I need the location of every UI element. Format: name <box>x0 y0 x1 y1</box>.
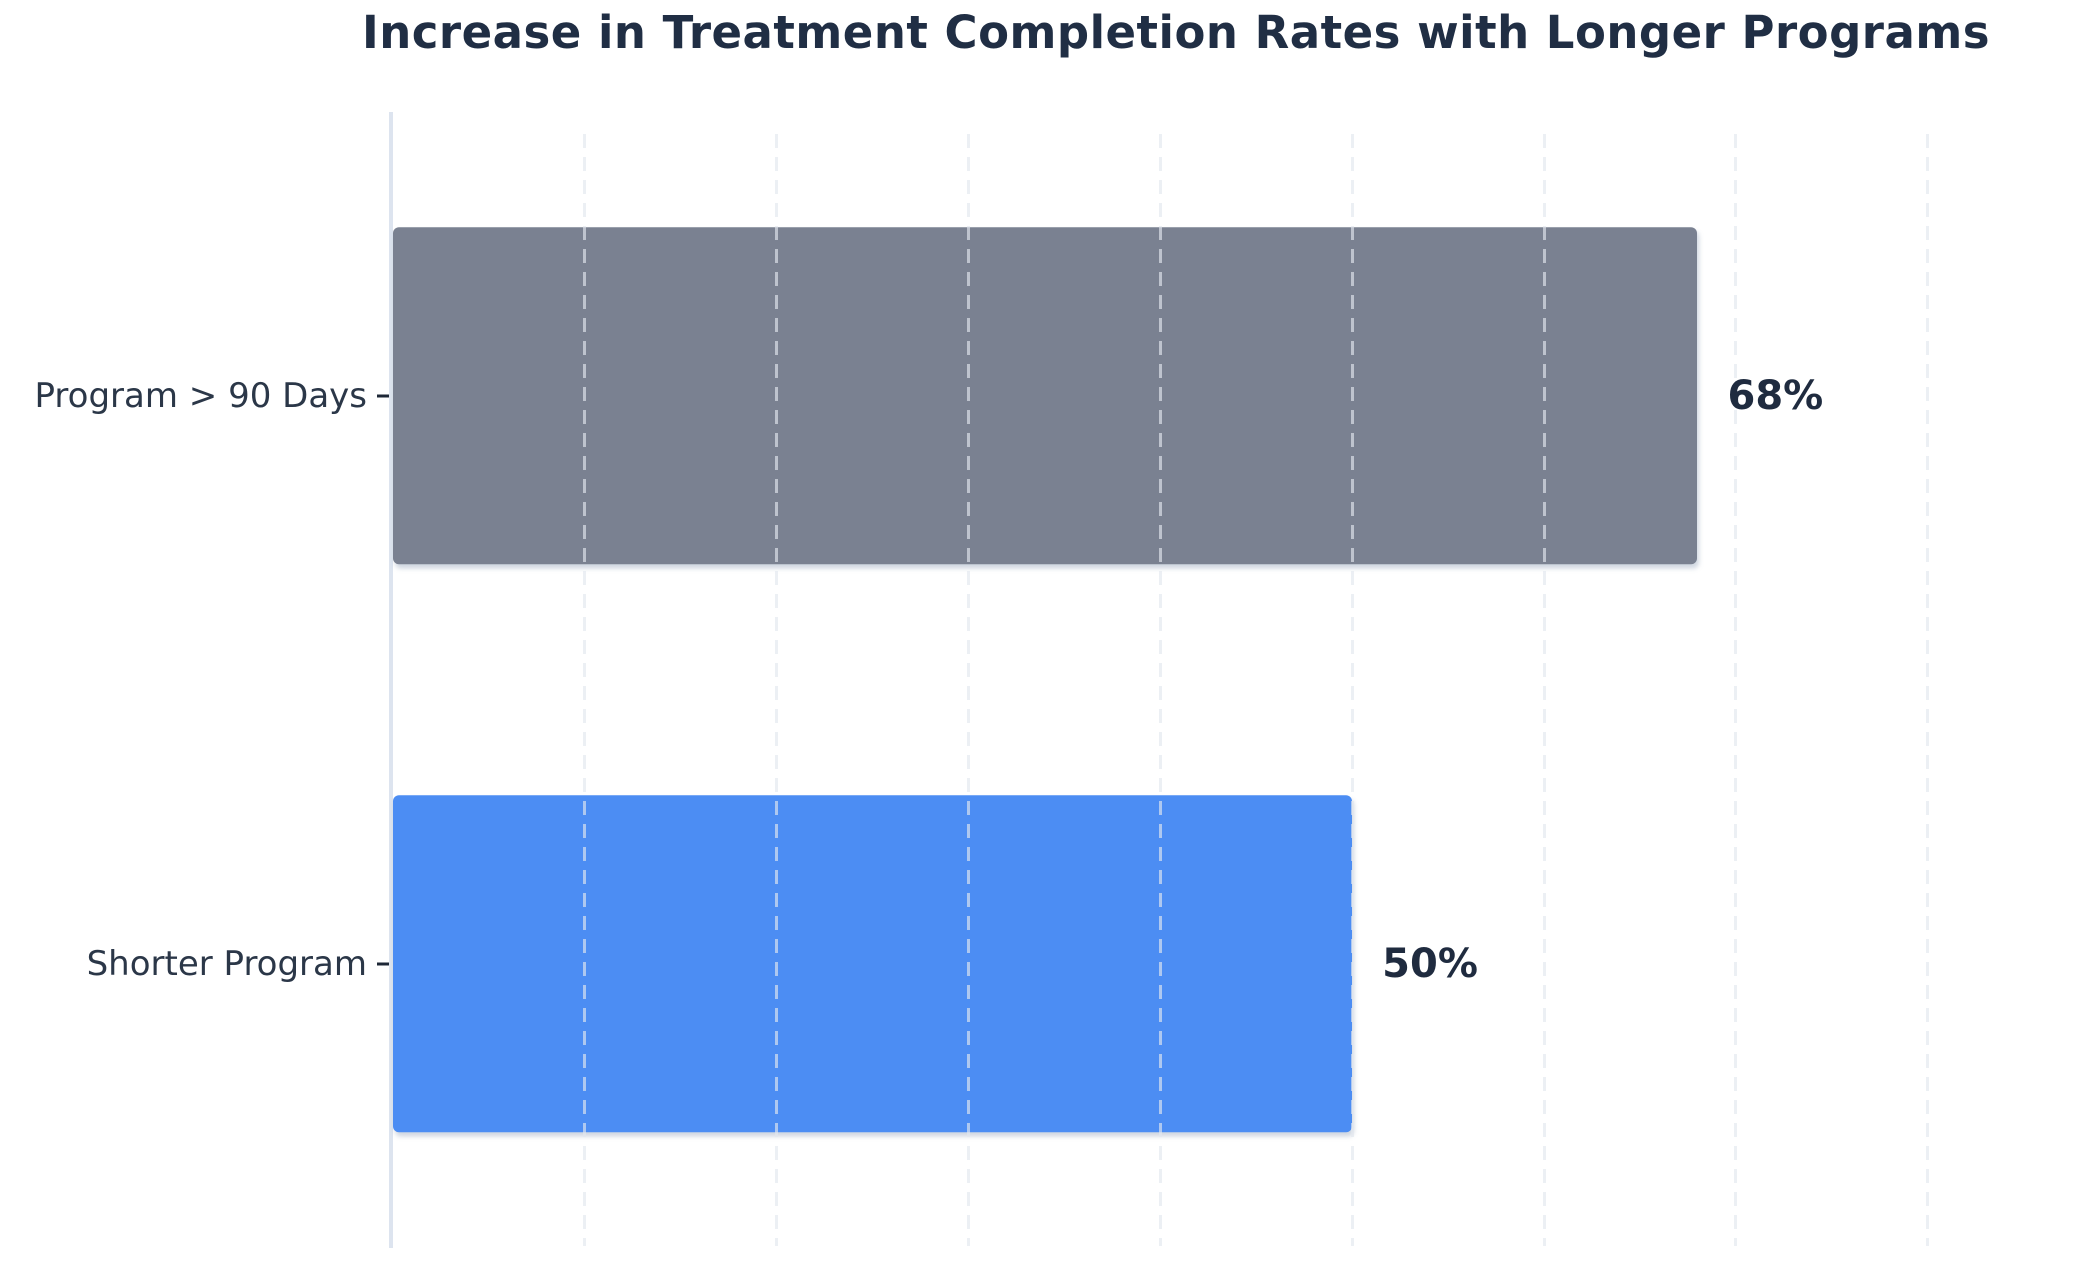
gridline-x-60 <box>1542 134 1546 1246</box>
value-label-0: 68% <box>1727 373 1824 419</box>
y-axis-tick-0 <box>377 394 389 398</box>
value-label-1: 50% <box>1382 941 1478 987</box>
category-label-0: Program > 90 Days <box>34 376 367 416</box>
gridline-x-80 <box>1926 134 1930 1246</box>
gridline-x-70 <box>1734 134 1738 1246</box>
y-axis-tick-1 <box>377 962 389 966</box>
y-axis-line <box>389 112 393 1248</box>
plot-area: 68% 50% <box>393 112 2085 1248</box>
bar-0 <box>393 227 1698 565</box>
gridline-x-30 <box>967 134 970 1246</box>
gridline-x-40 <box>1158 134 1162 1246</box>
gridline-x-20 <box>775 134 779 1246</box>
y-axis-category-labels: Program > 90 Days Shorter Program <box>0 112 393 1248</box>
gridline-x-50 <box>1350 134 1354 1246</box>
category-label-1: Shorter Program <box>86 944 367 984</box>
chart-title: Increase in Treatment Completion Rates w… <box>361 6 1991 59</box>
bar-1 <box>393 795 1353 1133</box>
gridline-x-10 <box>583 134 587 1246</box>
